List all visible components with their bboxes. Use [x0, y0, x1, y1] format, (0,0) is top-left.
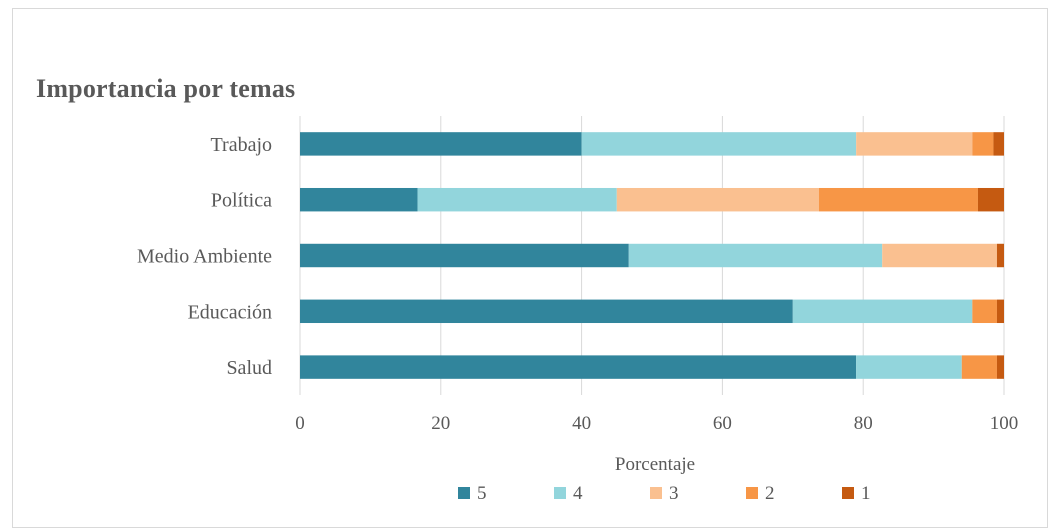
bars — [300, 132, 1004, 379]
bar-política-series-1 — [977, 187, 1004, 212]
chart-plot: Trabajo Política Medio Ambiente Educación Sa… — [137, 116, 1018, 504]
category-label: Política — [211, 190, 272, 212]
chart-frame — [12, 8, 1048, 528]
legend-label: 5 — [477, 483, 487, 504]
bar-educación-series-4 — [792, 299, 973, 324]
category-label: Salud — [226, 357, 272, 379]
legend-swatch-3 — [650, 487, 662, 499]
legend-swatch-1 — [842, 487, 854, 499]
bar-salud-series-2 — [961, 355, 997, 379]
bar-salud-series-1 — [996, 355, 1004, 379]
legend-label: 1 — [861, 483, 871, 504]
bar-trabajo-series-2 — [972, 132, 994, 156]
legend-swatch-4 — [554, 487, 566, 499]
category-label: Medio Ambiente — [137, 246, 272, 268]
legend-label: 3 — [669, 483, 679, 504]
bar-política-series-4 — [417, 187, 617, 212]
bar-medio-ambiente-series-4 — [628, 243, 883, 268]
x-tick-label: 20 — [431, 413, 450, 434]
bar-educación-series-5 — [300, 299, 793, 324]
bar-educación-series-2 — [972, 299, 997, 324]
bar-trabajo-series-4 — [581, 132, 857, 156]
x-tick-label: 100 — [990, 413, 1019, 434]
chart-title: Importancia por temas — [36, 74, 296, 103]
x-tick-label: 0 — [295, 413, 305, 434]
legend: 5 4 3 2 1 — [458, 483, 871, 504]
bar-trabajo-series-1 — [993, 132, 1004, 156]
x-tick-label: 60 — [713, 413, 732, 434]
category-labels: Trabajo Política Medio Ambiente Educación Sa… — [137, 134, 272, 379]
bar-medio-ambiente-series-5 — [300, 243, 629, 268]
category-label: Trabajo — [211, 134, 272, 156]
legend-label: 4 — [573, 483, 583, 504]
bar-medio-ambiente-series-3 — [882, 243, 997, 268]
legend-swatch-5 — [458, 487, 470, 499]
x-axis-label: Porcentaje — [615, 454, 695, 475]
x-tick-label: 40 — [572, 413, 591, 434]
bar-política-series-3 — [616, 187, 819, 212]
bar-educación-series-1 — [996, 299, 1004, 324]
bar-medio-ambiente-series-1 — [996, 243, 1004, 268]
category-label: Educación — [188, 301, 272, 323]
bar-trabajo-series-5 — [300, 132, 582, 156]
bar-salud-series-5 — [300, 355, 857, 379]
x-tick-labels: 0 20 40 60 80 100 — [295, 413, 1018, 434]
bar-trabajo-series-3 — [856, 132, 973, 156]
x-tick-label: 80 — [854, 413, 873, 434]
legend-label: 2 — [765, 483, 775, 504]
bar-política-series-2 — [818, 187, 978, 212]
legend-swatch-2 — [746, 487, 758, 499]
bar-política-series-5 — [300, 187, 418, 212]
bar-salud-series-4 — [856, 355, 962, 379]
